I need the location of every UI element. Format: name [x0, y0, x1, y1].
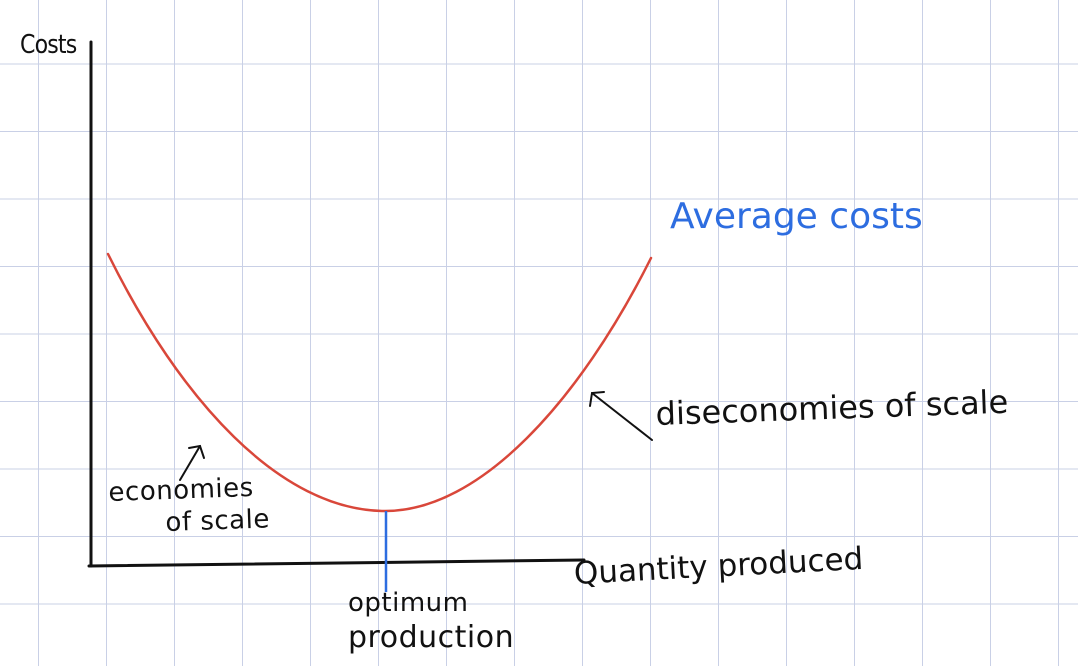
x-axis [87, 558, 586, 568]
economies-arrow [179, 444, 205, 481]
economies-label-line1: economies [108, 472, 255, 508]
optimum-label-line1: optimum [348, 588, 469, 618]
diseconomies-arrow [589, 391, 653, 441]
curve-label: Average costs [670, 196, 923, 237]
y-axis-label: Costs [20, 30, 77, 60]
optimum-label-line2: production [348, 620, 515, 655]
economies-label-line2: of scale [165, 504, 271, 538]
average-cost-curve [106, 252, 653, 513]
